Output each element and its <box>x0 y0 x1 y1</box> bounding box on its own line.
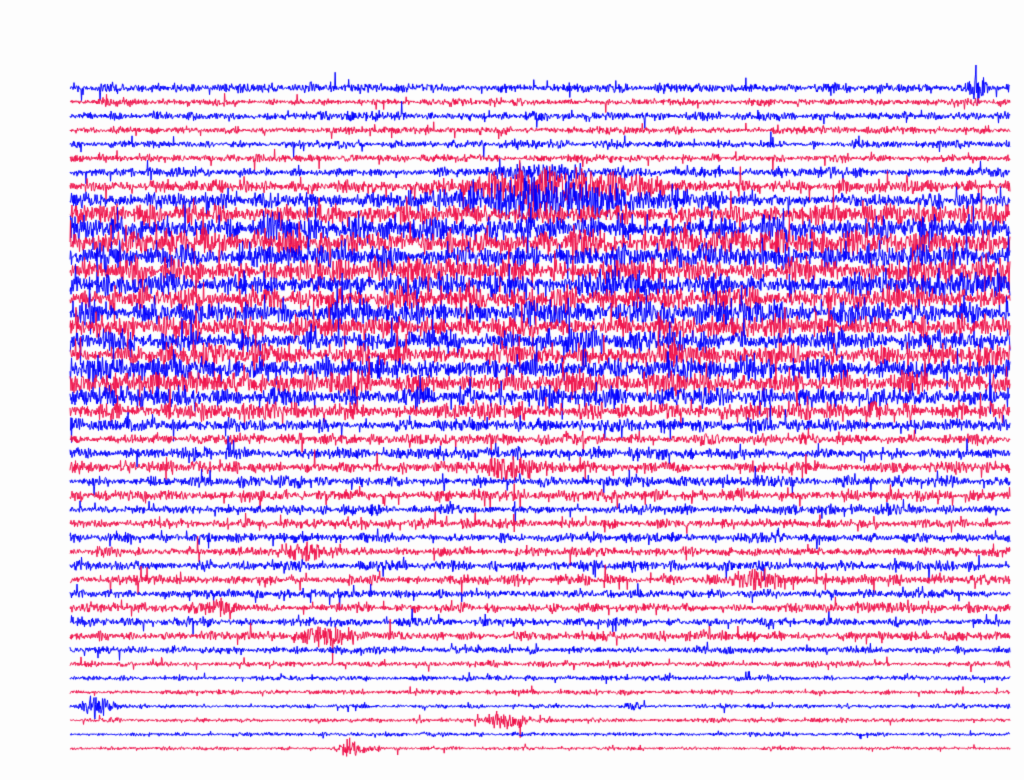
seismogram-traces <box>0 0 1024 780</box>
helicorder-page: HC Tei-Chania 2025-06-11 Applied filter:… <box>0 0 1024 780</box>
